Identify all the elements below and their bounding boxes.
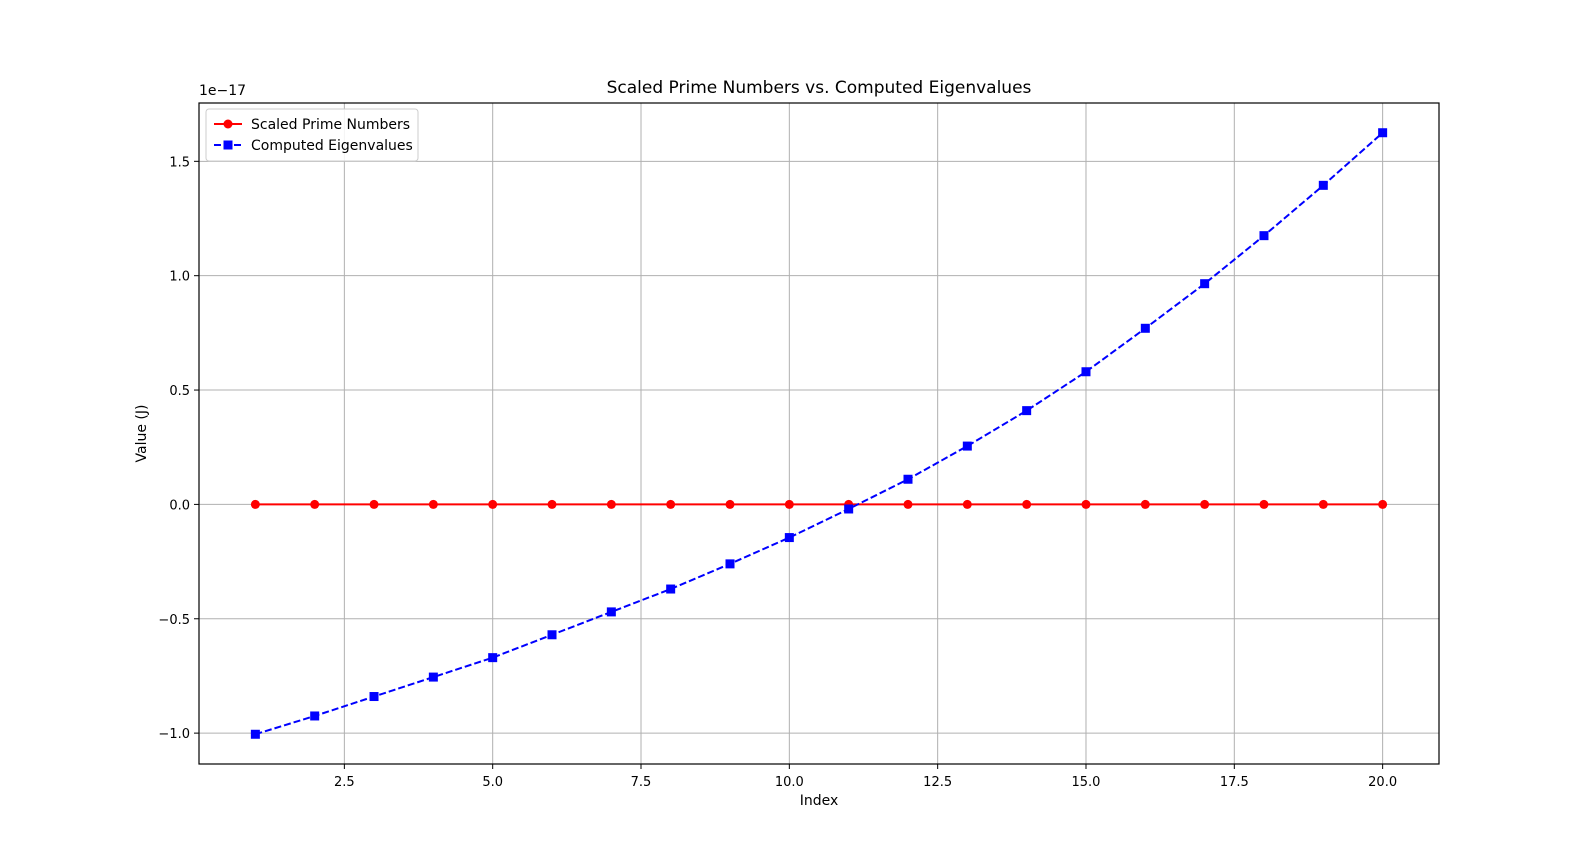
data-point (428, 499, 438, 509)
data-point (1318, 499, 1328, 509)
x-axis-label: Index (800, 793, 839, 809)
y-axis-offset-label: 1e−17 (199, 83, 246, 99)
data-point (844, 504, 854, 514)
x-tick-label: 5.0 (482, 775, 503, 790)
series-0 (250, 499, 1388, 509)
data-point (903, 499, 913, 509)
data-point (1022, 406, 1032, 416)
series-1 (250, 128, 1388, 739)
data-point (250, 729, 260, 739)
legend-label: Computed Eigenvalues (251, 138, 413, 154)
data-point (1259, 231, 1269, 241)
data-point (488, 653, 498, 663)
data-point (310, 499, 320, 509)
y-tick-label: −0.5 (158, 613, 190, 628)
axis-ticks: 2.5 5.0 7.5 10.0 12.5 15.0 17.5 20.0 −1.0 −0.5 0.0… (158, 155, 1397, 790)
data-point (1200, 499, 1210, 509)
data-point (962, 441, 972, 451)
y-tick-label: 0.5 (169, 384, 190, 399)
data-point (488, 499, 498, 509)
data-point (725, 499, 735, 509)
data-point (962, 499, 972, 509)
plot-series (250, 128, 1388, 739)
data-point (1081, 499, 1091, 509)
data-point (606, 499, 616, 509)
data-point (369, 499, 379, 509)
y-tick-label: 1.5 (169, 155, 190, 170)
x-tick-label: 12.5 (923, 775, 952, 790)
y-tick-label: 0.0 (169, 498, 190, 513)
data-point (1140, 323, 1150, 333)
data-point (1081, 367, 1091, 377)
legend-item: Scaled Prime Numbers (214, 117, 410, 133)
legend-marker (223, 119, 233, 129)
data-point (1140, 499, 1150, 509)
data-point (1259, 499, 1269, 509)
x-tick-label: 2.5 (334, 775, 355, 790)
data-point (547, 499, 557, 509)
x-tick-label: 15.0 (1072, 775, 1101, 790)
data-point (903, 474, 913, 484)
data-point (666, 499, 676, 509)
x-tick-label: 7.5 (631, 775, 652, 790)
data-point (1318, 180, 1328, 190)
data-point (1022, 499, 1032, 509)
legend-marker (223, 140, 233, 150)
data-point (369, 692, 379, 702)
legend: Scaled Prime Numbers Computed Eigenvalues (205, 108, 419, 162)
data-point (310, 711, 320, 721)
y-tick-label: −1.0 (158, 727, 190, 742)
x-tick-label: 10.0 (775, 775, 804, 790)
data-point (725, 559, 735, 569)
chart-title: Scaled Prime Numbers vs. Computed Eigenv… (607, 78, 1032, 98)
y-axis-label: Value (J) (134, 405, 150, 463)
data-point (1378, 499, 1388, 509)
series-line (255, 131, 1384, 736)
plot-frame (198, 102, 1440, 765)
data-point (547, 630, 557, 640)
data-point (250, 499, 260, 509)
data-point (1378, 128, 1388, 138)
data-point (1200, 279, 1210, 289)
legend-label: Scaled Prime Numbers (251, 117, 410, 133)
x-tick-label: 20.0 (1368, 775, 1397, 790)
legend-item: Computed Eigenvalues (214, 138, 413, 154)
data-point (784, 499, 794, 509)
data-point (606, 607, 616, 617)
data-point (666, 584, 676, 594)
y-tick-label: 1.0 (169, 270, 190, 285)
legend-box (205, 108, 419, 162)
x-tick-label: 17.5 (1220, 775, 1249, 790)
data-point (428, 672, 438, 682)
data-point (784, 533, 794, 543)
